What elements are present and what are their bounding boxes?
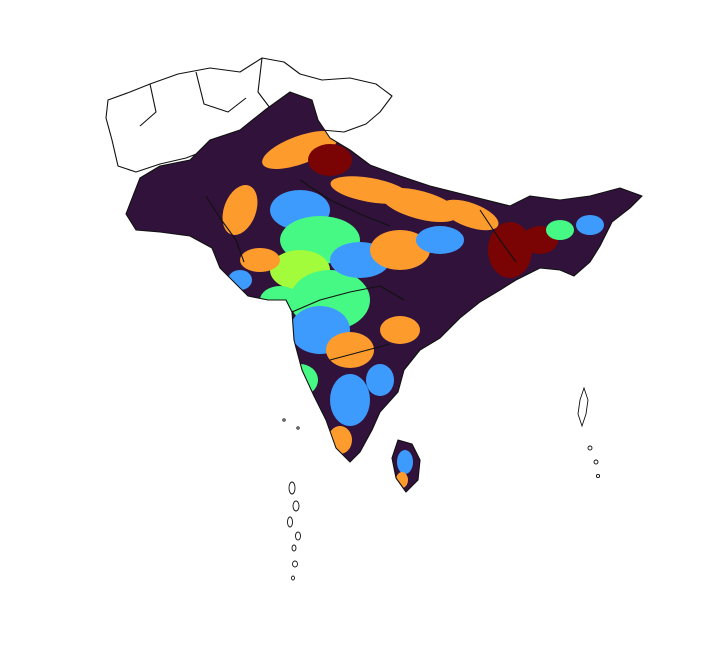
raster-patch-class-2	[366, 364, 394, 396]
raster-patch-class-2	[330, 374, 370, 426]
raster-patch-class-5	[370, 230, 430, 270]
raster-patch-class-5	[262, 131, 338, 169]
internal-borders	[205, 179, 517, 361]
raster-patch-class-3	[282, 364, 318, 396]
internal-border-north	[139, 57, 271, 127]
raster-patch-class-5	[328, 426, 352, 454]
raster-patch-class-5	[326, 332, 374, 368]
raster-patch-class-2	[576, 215, 604, 235]
western-islands	[282, 418, 301, 581]
raster-patch-class-5	[380, 316, 420, 344]
raster-patch-class-2	[397, 450, 413, 474]
raster-patch-class-6	[488, 222, 532, 278]
raster-patch-class-3	[546, 220, 574, 240]
raster-patch-class-6	[308, 144, 352, 176]
raster-patch-class-5	[222, 184, 258, 236]
northern-region-outline	[105, 57, 393, 173]
eastern-islands	[577, 386, 601, 479]
raster-patch-class-2	[416, 226, 464, 254]
raster-patch-class-5	[381, 187, 459, 223]
raster-patch-class-5	[441, 199, 499, 231]
sri-lanka-outline	[391, 439, 421, 493]
raster-patch-class-5	[240, 248, 280, 272]
